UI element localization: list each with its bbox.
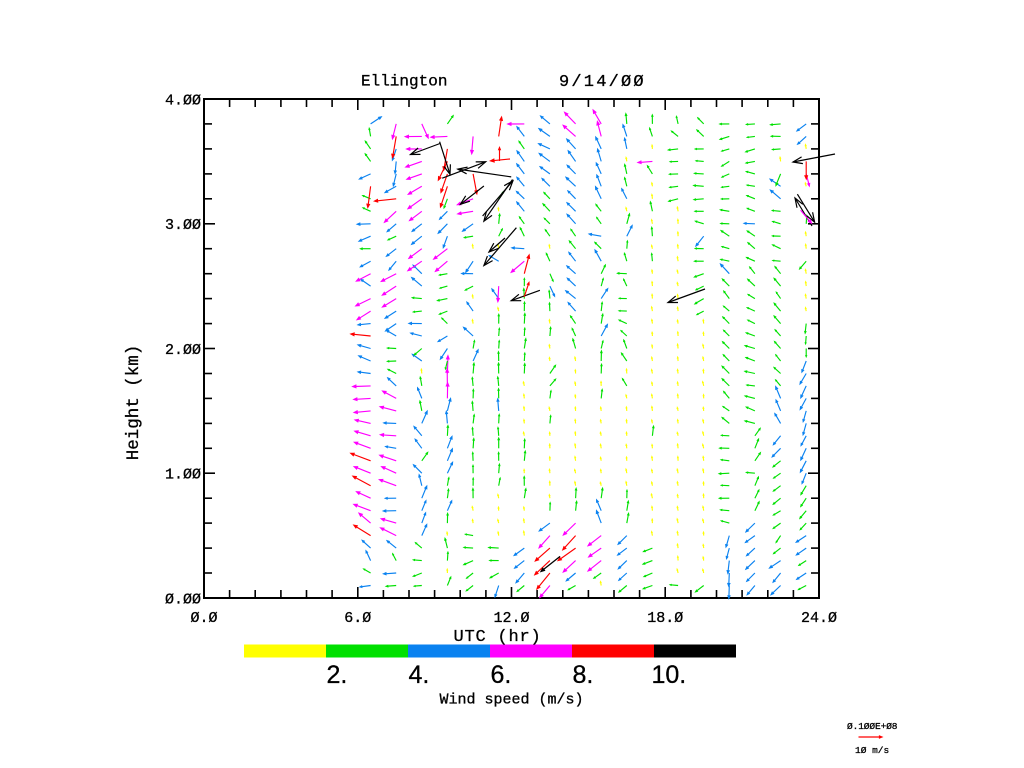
svg-text:Height (km): Height (km) [124,345,144,461]
svg-text:Ø.ØØ: Ø.ØØ [165,591,201,608]
svg-text:4.: 4. [409,661,430,689]
svg-text:Wind speed (m/s): Wind speed (m/s) [439,692,583,709]
svg-text:12.Ø: 12.Ø [493,610,529,627]
svg-text:8.: 8. [573,661,594,689]
svg-text:2.ØØ: 2.ØØ [165,342,201,359]
svg-text:Ø.1ØØE+Ø8: Ø.1ØØE+Ø8 [847,721,898,732]
svg-text:6.: 6. [491,661,512,689]
svg-text:10.: 10. [652,661,687,689]
svg-text:Ellington: Ellington [361,73,447,91]
svg-text:6.Ø: 6.Ø [344,610,371,627]
svg-text:1Ø m/s: 1Ø m/s [855,745,889,756]
svg-text:2.: 2. [327,661,348,689]
svg-text:1.ØØ: 1.ØØ [165,467,201,484]
svg-text:9/14/ØØ: 9/14/ØØ [559,73,646,92]
svg-text:UTC (hr): UTC (hr) [453,628,541,647]
svg-text:Ø.Ø: Ø.Ø [190,610,217,627]
svg-text:24.Ø: 24.Ø [801,610,837,627]
svg-text:3.ØØ: 3.ØØ [165,217,201,234]
svg-text:18.Ø: 18.Ø [647,610,683,627]
svg-text:4.ØØ: 4.ØØ [165,92,201,109]
